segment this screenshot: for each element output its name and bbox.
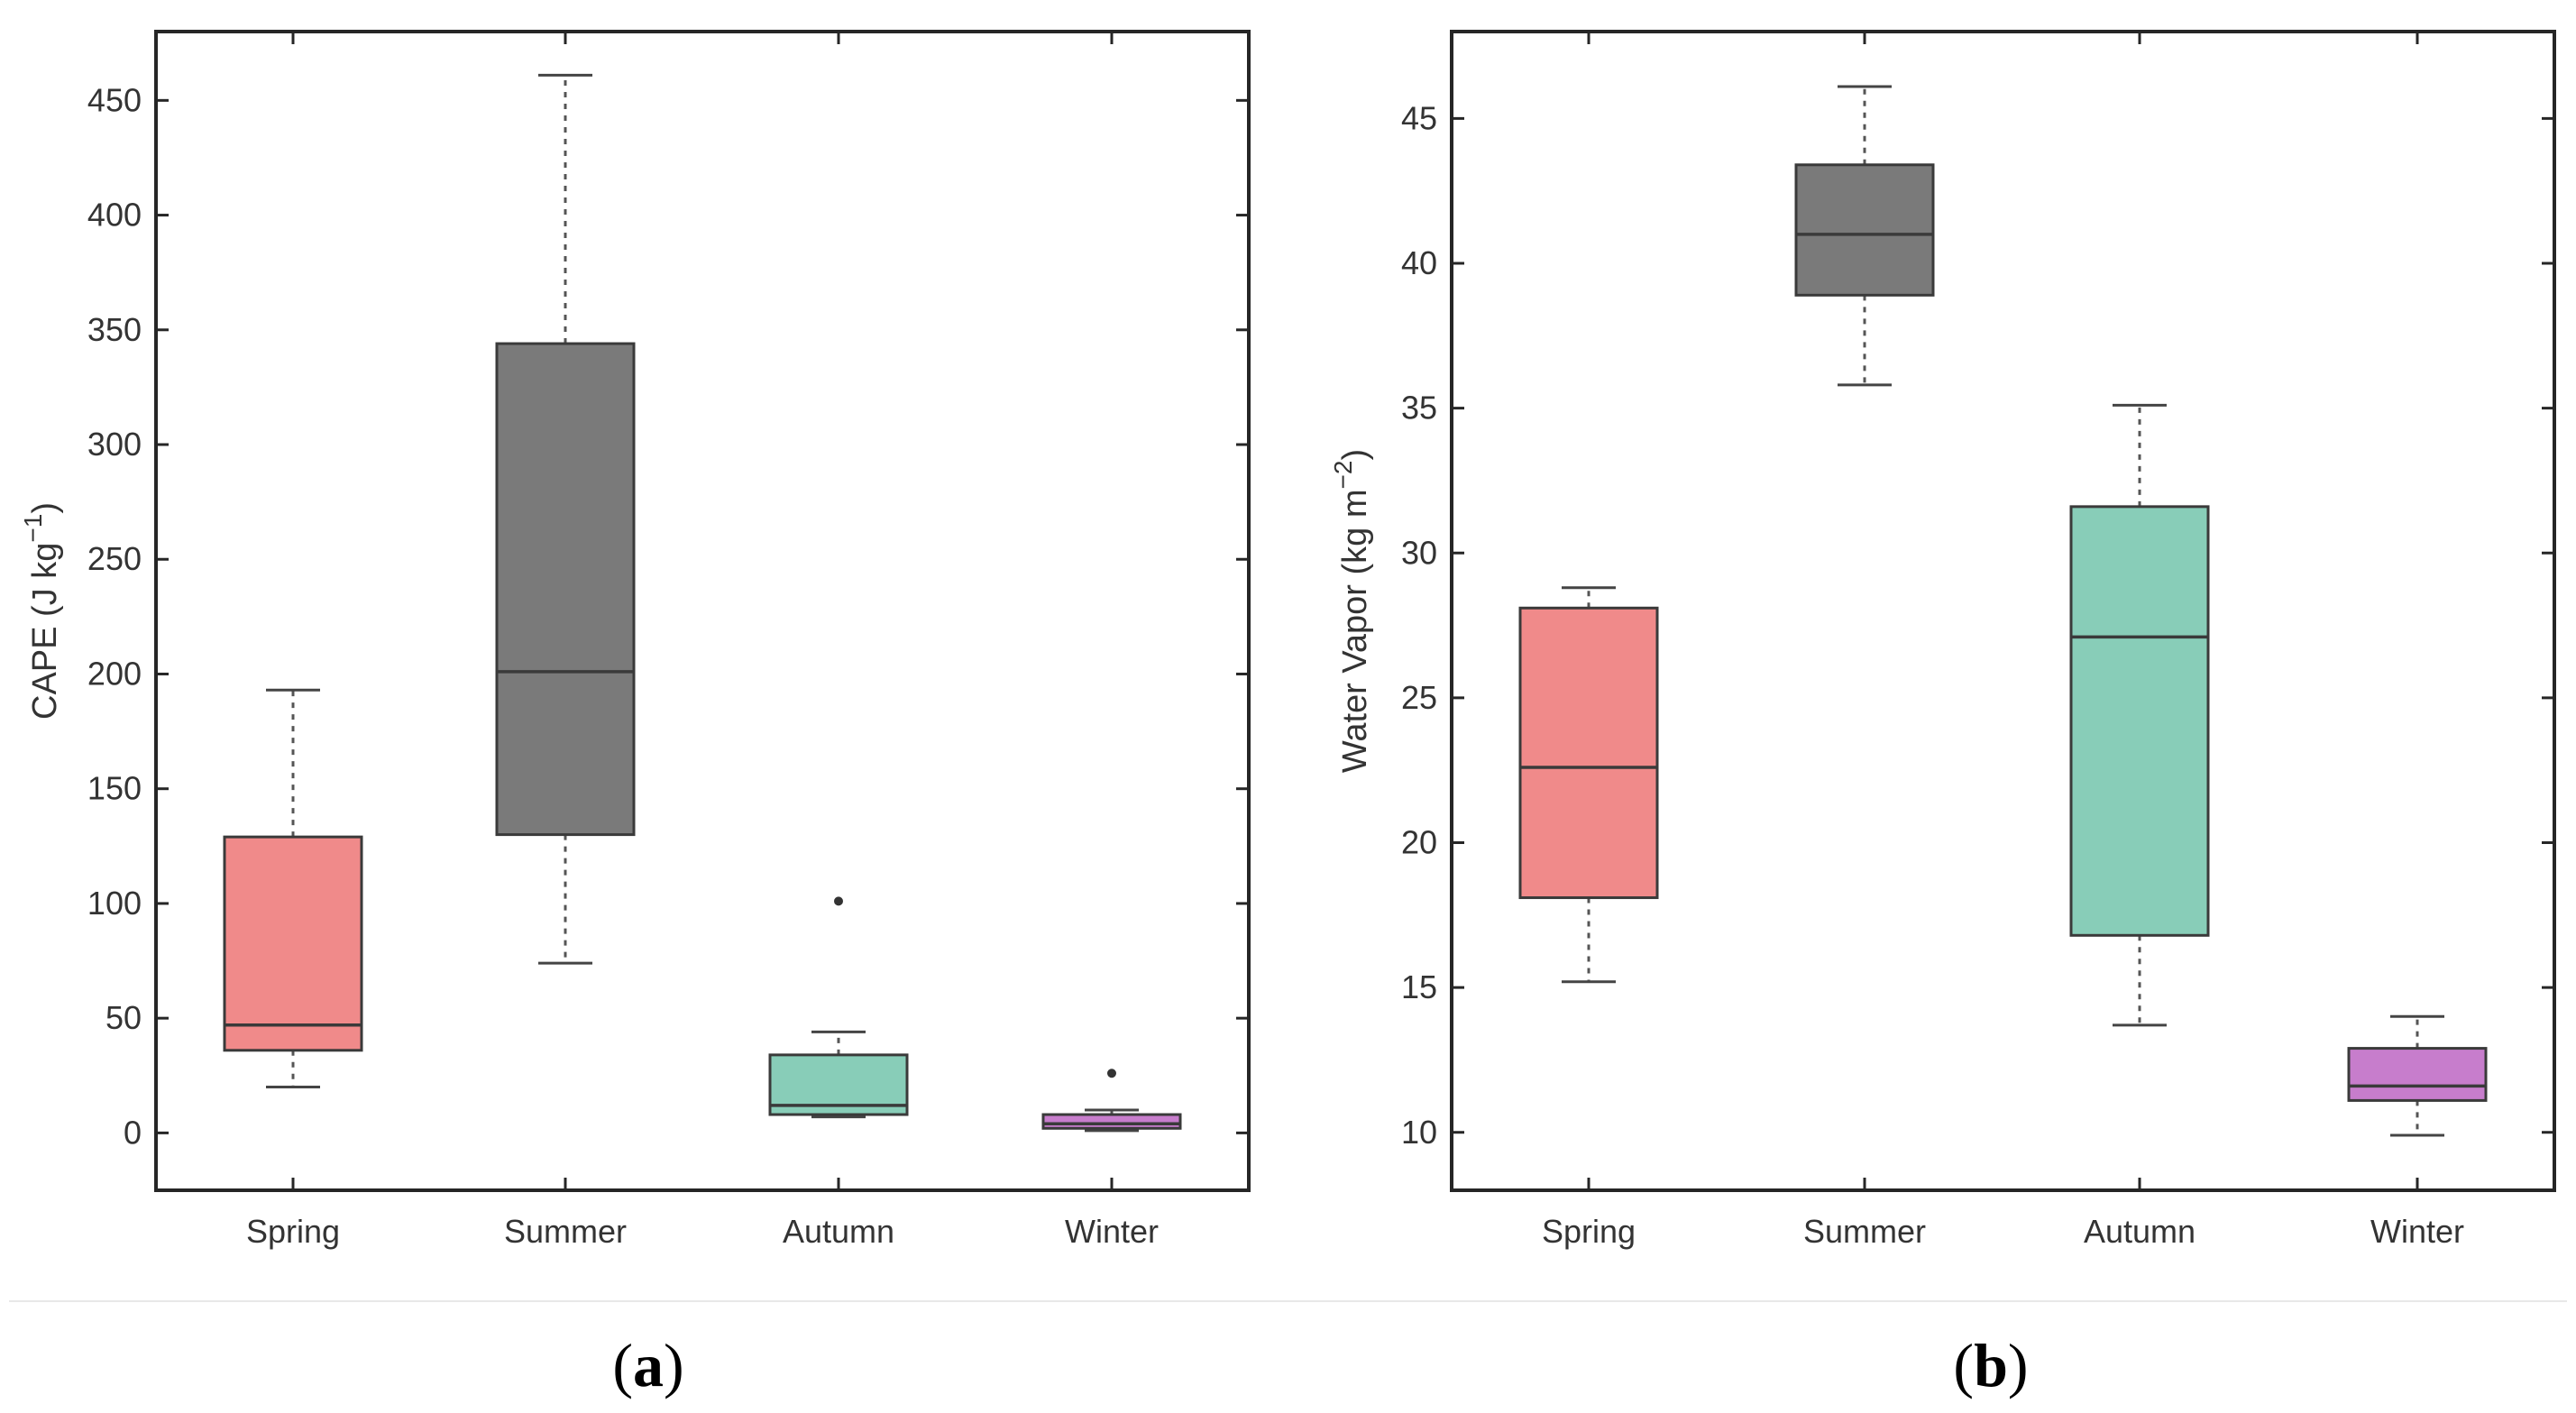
box-summer xyxy=(495,73,636,965)
y-tick-label: 150 xyxy=(87,770,142,807)
y-tick-label: 50 xyxy=(105,999,142,1036)
box-summer xyxy=(1794,85,1935,387)
y-tick-label: 20 xyxy=(1401,824,1437,861)
panel-caption-close: ) xyxy=(664,1331,684,1399)
box-iqr xyxy=(1041,1113,1182,1130)
x-tick-label: Autumn xyxy=(2084,1213,2196,1250)
x-tick-label: Winter xyxy=(1065,1213,1159,1250)
box-autumn xyxy=(2069,403,2210,1027)
y-tick-label: 10 xyxy=(1401,1114,1437,1151)
x-tick-label: Spring xyxy=(246,1213,340,1250)
plot-area-frame xyxy=(1450,30,2556,1192)
y-axis-title-suffix: ) xyxy=(26,502,64,514)
y-tick-label: 450 xyxy=(87,81,142,118)
box-iqr xyxy=(2347,1047,2488,1102)
box-spring xyxy=(1518,586,1659,984)
y-tick-label: 350 xyxy=(87,311,142,348)
outlier-point xyxy=(1107,1069,1116,1078)
panel-caption: (b) xyxy=(1953,1331,2028,1399)
y-tick-label: 40 xyxy=(1401,244,1437,281)
box-iqr xyxy=(1518,606,1659,900)
y-tick-label: 250 xyxy=(87,540,142,577)
x-tick-label: Autumn xyxy=(783,1213,894,1250)
box-iqr xyxy=(495,342,636,837)
y-tick-label: 100 xyxy=(87,885,142,922)
x-tick-label: Spring xyxy=(1542,1213,1636,1250)
outlier-point xyxy=(834,896,843,906)
y-axis-title-text: Water Vapor (kg m xyxy=(1336,489,1374,773)
box-winter xyxy=(1041,1069,1182,1133)
y-axis-title-text: CAPE (J kg xyxy=(26,543,64,720)
panel-caption-letter: a xyxy=(633,1331,664,1399)
x-tick-label: Summer xyxy=(504,1213,627,1250)
y-tick-label: 25 xyxy=(1401,679,1437,716)
y-tick-label: 300 xyxy=(87,426,142,463)
y-axis-title: CAPE (J kg−1) xyxy=(19,502,64,720)
y-axis-title-exponent: −1 xyxy=(19,514,47,543)
panel-caption-open: ( xyxy=(612,1331,633,1399)
box-spring xyxy=(223,688,363,1088)
box-iqr xyxy=(2069,505,2210,937)
box-iqr xyxy=(1794,163,1935,297)
y-axis-title-exponent: −2 xyxy=(1329,461,1357,490)
panel-a: 0 50 100 150 200 250 300 350 400 450 Spring Summer A… xyxy=(19,30,1251,1399)
box-autumn xyxy=(768,896,909,1119)
y-tick-label: 15 xyxy=(1401,968,1437,1005)
panel-caption-close: ) xyxy=(2008,1331,2029,1399)
y-axis-title: Water Vapor (kg m−2) xyxy=(1329,449,1374,773)
y-tick-label: 400 xyxy=(87,197,142,234)
y-tick-label: 45 xyxy=(1401,99,1437,136)
panel-b: 10 15 20 25 30 35 40 45 Spring Summer Autumn Winter… xyxy=(1329,30,2556,1399)
x-tick-label: Summer xyxy=(1803,1213,1926,1250)
y-tick-label: 200 xyxy=(87,655,142,692)
plot-area-frame xyxy=(154,30,1251,1192)
y-tick-label: 0 xyxy=(124,1114,142,1151)
y-tick-label: 30 xyxy=(1401,534,1437,571)
y-axis-title-suffix: ) xyxy=(1336,449,1374,461)
box-iqr xyxy=(223,835,363,1052)
panel-caption: (a) xyxy=(612,1331,683,1399)
panel-caption-open: ( xyxy=(1953,1331,1974,1399)
y-tick-label: 35 xyxy=(1401,390,1437,427)
panel-caption-letter: b xyxy=(1974,1331,2008,1399)
x-tick-label: Winter xyxy=(2370,1213,2464,1250)
box-winter xyxy=(2347,1014,2488,1137)
